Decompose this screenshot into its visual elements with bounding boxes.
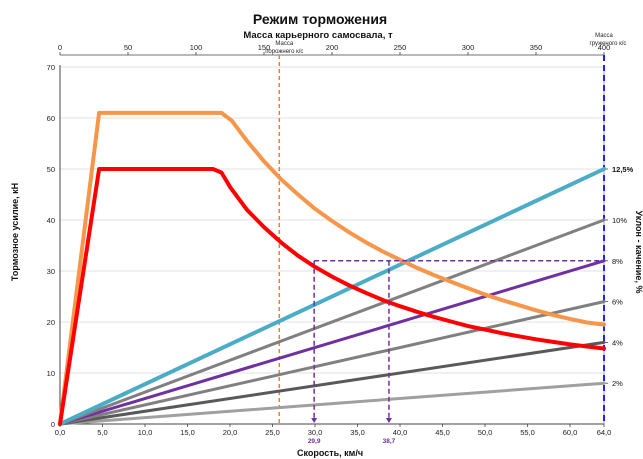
top-tick-label-2: 100 — [190, 43, 203, 52]
y-tick-label-1: 10 — [47, 369, 55, 378]
x-tick-label-8: 40,0 — [393, 428, 408, 437]
y2-axis-title: Уклон - качение, % — [634, 211, 643, 294]
y-axis-title: Тормозное усилие, кН — [10, 183, 20, 281]
x-tick-label-13: 64,0 — [597, 428, 612, 437]
mass-label-0-line1: Масса — [275, 41, 293, 47]
marker-arrow-0 — [311, 418, 317, 423]
x-tick-label-6: 30,0 — [308, 428, 323, 437]
top-tick-label-0: 0 — [58, 43, 62, 52]
slope-label-2: 8% — [612, 257, 623, 266]
series-line-6 — [60, 342, 604, 424]
top-tick-label-5: 250 — [394, 43, 407, 52]
mass-label-0-line2: порожнего к/с — [265, 49, 303, 55]
series-line-0 — [60, 113, 604, 424]
top-tick-label-3: 150 — [258, 43, 271, 52]
y-tick-label-7: 70 — [47, 63, 55, 72]
y-tick-label-3: 30 — [47, 267, 55, 276]
x-tick-label-3: 15,0 — [180, 428, 195, 437]
series-line-2 — [60, 169, 604, 424]
y-tick-label-5: 50 — [47, 165, 55, 174]
top-tick-label-8: 400 — [598, 43, 611, 52]
x-tick-label-2: 10,0 — [138, 428, 153, 437]
chart-title: Режим торможения — [253, 11, 387, 27]
x-tick-label-7: 35,0 — [350, 428, 365, 437]
x-tick-label-9: 45,0 — [435, 428, 450, 437]
tick-labels: 0 10 20 30 40 50 60 70 0,0 5,0 10,0 15,0 20,0 25,0 30,… — [47, 43, 612, 437]
slope-label-1: 10% — [612, 216, 627, 225]
top-tick-label-1: 50 — [124, 43, 132, 52]
x-tick-label-12: 60,0 — [563, 428, 578, 437]
axes — [60, 52, 608, 427]
marker-label-0: 29,9 — [308, 438, 321, 445]
y-tick-label-6: 60 — [47, 114, 55, 123]
x-tick-label-5: 25,0 — [265, 428, 280, 437]
x-tick-label-0: 0,0 — [55, 428, 65, 437]
y-tick-label-4: 40 — [47, 216, 55, 225]
x-axis-title: Скорость, км/ч — [297, 448, 363, 458]
slope-label-5: 2% — [612, 379, 623, 388]
series-lines — [60, 113, 604, 424]
y-tick-label-2: 20 — [47, 318, 55, 327]
marker-label-1: 38,7 — [383, 438, 396, 445]
slope-label-0: 12,5% — [612, 165, 634, 174]
slope-label-3: 6% — [612, 298, 623, 307]
x-tick-label-1: 5,0 — [97, 428, 107, 437]
top-tick-label-4: 200 — [326, 43, 339, 52]
mass-label-1-line1: Масса — [595, 33, 613, 39]
series-line-7 — [60, 383, 604, 424]
x-tick-label-10: 50,0 — [478, 428, 493, 437]
series-line-5 — [60, 302, 604, 424]
marker-arrow-1 — [386, 418, 392, 423]
x-tick-label-11: 55,0 — [520, 428, 535, 437]
slope-label-4: 4% — [612, 338, 623, 347]
top-tick-label-7: 350 — [530, 43, 543, 52]
x-tick-label-4: 20,0 — [223, 428, 238, 437]
slope-labels: 12,5% 10% 8% 6% 4% 2% — [612, 165, 634, 388]
top-axis-title: Масса карьерного самосвала, т — [243, 30, 393, 41]
top-tick-label-6: 300 — [462, 43, 475, 52]
series-line-4 — [60, 261, 604, 424]
